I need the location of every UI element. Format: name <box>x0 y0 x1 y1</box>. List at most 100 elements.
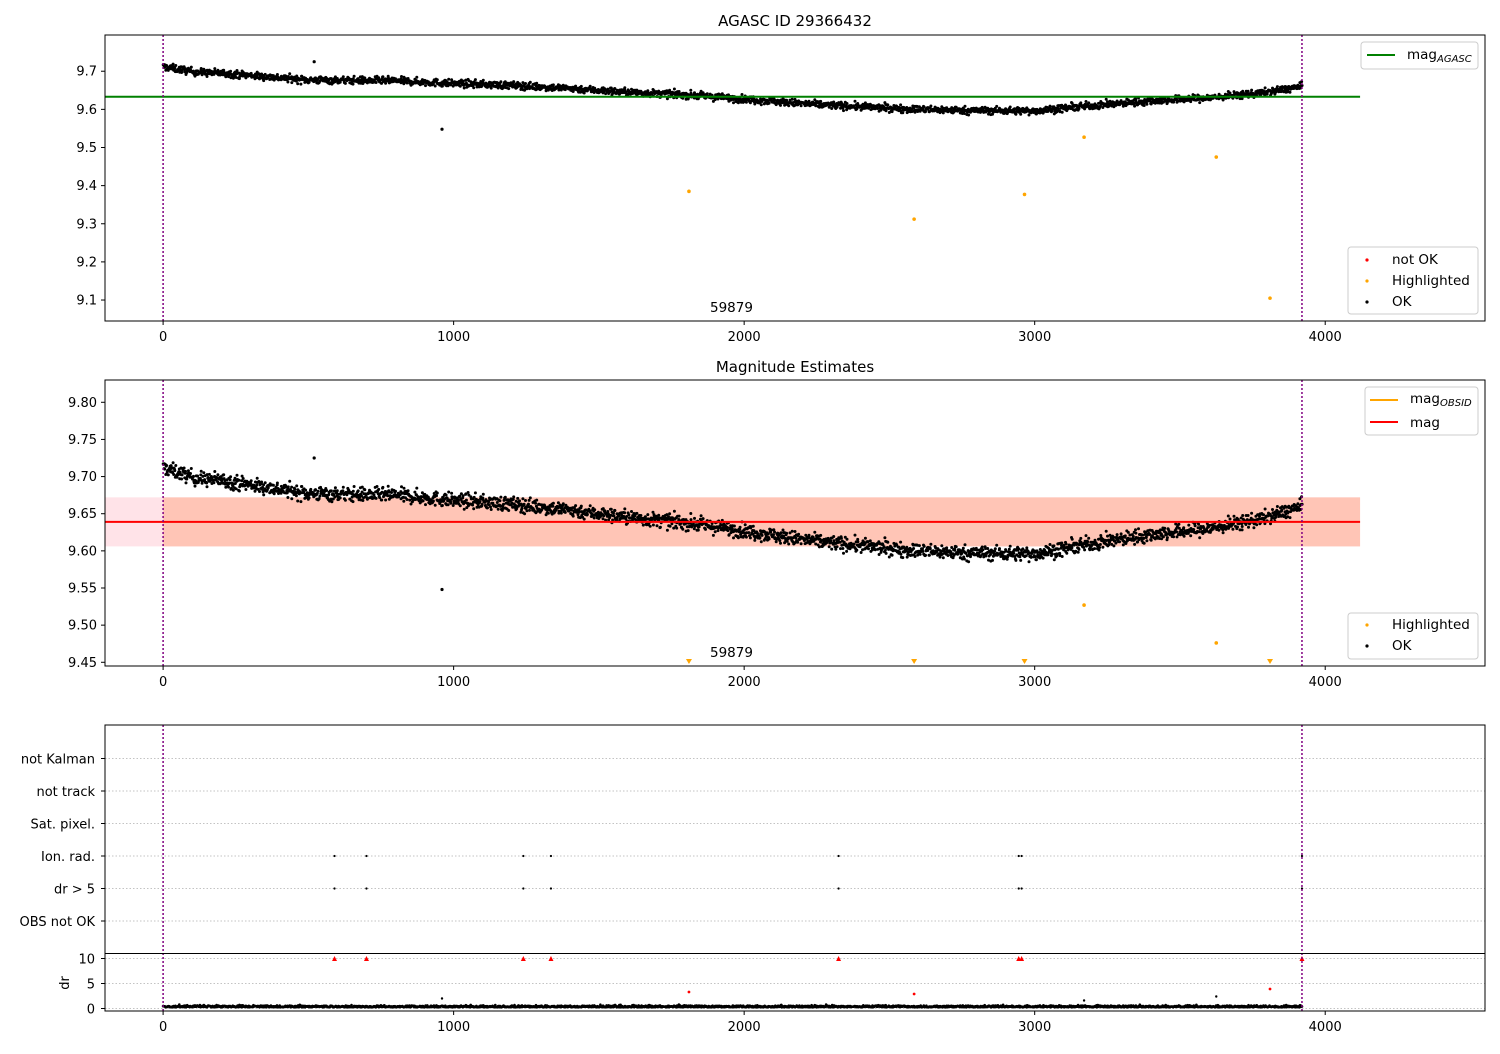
magnitude-ok-point <box>929 547 932 550</box>
magnitude-ok-point <box>299 500 302 503</box>
magnitude-ok-point <box>432 500 435 503</box>
magnitude-ok-point <box>262 493 265 496</box>
magnitude-ok-point <box>424 503 427 506</box>
magnitude-ok-point <box>657 514 660 517</box>
magnitude-ok-point <box>697 529 700 532</box>
agasc-x-tick-label: 1000 <box>437 330 470 345</box>
magnitude-ok-point <box>1086 540 1089 543</box>
magnitude-ok-point <box>673 510 676 513</box>
magnitude-ok-point <box>1182 526 1185 529</box>
magnitude-ok-point <box>593 508 596 511</box>
magnitude-ok-point <box>376 485 379 488</box>
magnitude-ok-point <box>1065 552 1068 555</box>
magnitude-ok-point <box>564 511 567 514</box>
magnitude-ok-point <box>1035 558 1038 561</box>
magnitude-ok-point <box>435 494 438 497</box>
magnitude-ok-point <box>185 481 188 484</box>
magnitude-ok-point <box>173 469 176 472</box>
magnitude-ok-point <box>242 477 245 480</box>
magnitude-ok-point <box>552 502 555 505</box>
magnitude-ok-point <box>250 479 253 482</box>
magnitude-ok-point <box>965 552 968 555</box>
magnitude-ok-point <box>735 530 738 533</box>
magnitude-ok-point <box>681 528 684 531</box>
magnitude-ok-point <box>1183 535 1186 538</box>
magnitude-ok-point <box>731 527 734 530</box>
magnitude-ok-point <box>176 476 179 479</box>
agasc-ok-point <box>353 75 356 78</box>
magnitude-ok-point <box>352 490 355 493</box>
agasc-ok-point <box>472 86 475 89</box>
magnitude-ok-point <box>623 511 626 514</box>
magnitude-ok-point <box>529 496 532 499</box>
magnitude-ok-point <box>918 544 921 547</box>
magnitude-ok-point <box>886 541 889 544</box>
magnitude-ok-point <box>194 485 197 488</box>
agasc-ok-point <box>447 78 450 81</box>
magnitude-ok-point <box>562 502 565 505</box>
magnitude-ok-point <box>666 529 669 532</box>
magnitude-ok-point <box>842 552 845 555</box>
magnitude-ok-point <box>717 529 720 532</box>
agasc-ok-point <box>1229 92 1232 95</box>
agasc-highlighted-point <box>1082 135 1086 139</box>
agasc-ok-point <box>1247 90 1250 93</box>
magnitude-ok-point <box>1107 543 1110 546</box>
agasc-x-tick-label: 2000 <box>728 330 761 345</box>
magnitude-ok-point <box>527 503 530 506</box>
magnitude-ok-point <box>945 546 948 549</box>
magnitude-ok-point <box>256 477 259 480</box>
magnitude-ok-point <box>1134 532 1137 535</box>
magnitude-ok-point <box>390 491 393 494</box>
agasc-ok-point <box>929 105 932 108</box>
magnitude-ok-point <box>899 541 902 544</box>
magnitude-ok-point <box>747 531 750 534</box>
magnitude-ok-point <box>623 507 626 510</box>
agasc-ok-point <box>424 84 427 87</box>
magnitude-ok-point <box>498 499 501 502</box>
agasc-ok-point <box>299 83 302 86</box>
magnitude-ok-point <box>867 547 870 550</box>
magnitude-ok-point <box>330 500 333 503</box>
agasc-legend-not-ok: not OK <box>1392 252 1439 268</box>
magnitude-ok-point <box>203 478 206 481</box>
agasc-y-tick-label: 9.6 <box>76 103 97 118</box>
magnitude-ok-point <box>841 547 844 550</box>
magnitude-ok-point <box>947 554 950 557</box>
magnitude-ok-point <box>229 478 232 481</box>
agasc-ok-point <box>589 85 592 88</box>
magnitude-ok-point <box>991 559 994 562</box>
magnitude-ok-point <box>1112 544 1115 547</box>
agasc-obsid-annotation: 59879 <box>710 300 753 316</box>
magnitude-ok-point <box>300 485 303 488</box>
magnitude-ok-point <box>942 556 945 559</box>
magnitude-ok-point <box>212 481 215 484</box>
magnitude-ok-point <box>1172 535 1175 538</box>
agasc-legend-highlighted: Highlighted <box>1392 273 1470 289</box>
magnitude-ok-point <box>415 487 418 490</box>
magnitude-ok-point <box>1042 557 1045 560</box>
magnitude-ok-point <box>183 467 186 470</box>
agasc-ok-point <box>842 109 845 112</box>
agasc-ok-point <box>854 100 857 103</box>
agasc-ok-point <box>964 105 967 108</box>
magnitude-ok-point <box>586 513 589 516</box>
magnitude-ok-point <box>758 536 761 539</box>
magnitude-ok-point <box>836 545 839 548</box>
agasc-legend-sub: AGASC <box>1436 54 1472 65</box>
magnitude-ok-point <box>846 538 849 541</box>
magnitude-ok-point <box>293 488 296 491</box>
magnitude-ok-point <box>888 556 891 559</box>
magnitude-ok-point <box>296 500 299 503</box>
magnitude-ok-point <box>899 553 902 556</box>
magnitude-ok-point <box>1189 534 1192 537</box>
magnitude-ok-point <box>690 518 693 521</box>
magnitude-ok-point <box>1057 548 1060 551</box>
magnitude-ok-point <box>659 526 662 529</box>
magnitude-ok-point <box>244 488 247 491</box>
magnitude-ok-point <box>785 532 788 535</box>
magnitude-ok-point <box>998 547 1001 550</box>
magnitude-ok-point <box>578 511 581 514</box>
magnitude-ok-point <box>700 514 703 517</box>
